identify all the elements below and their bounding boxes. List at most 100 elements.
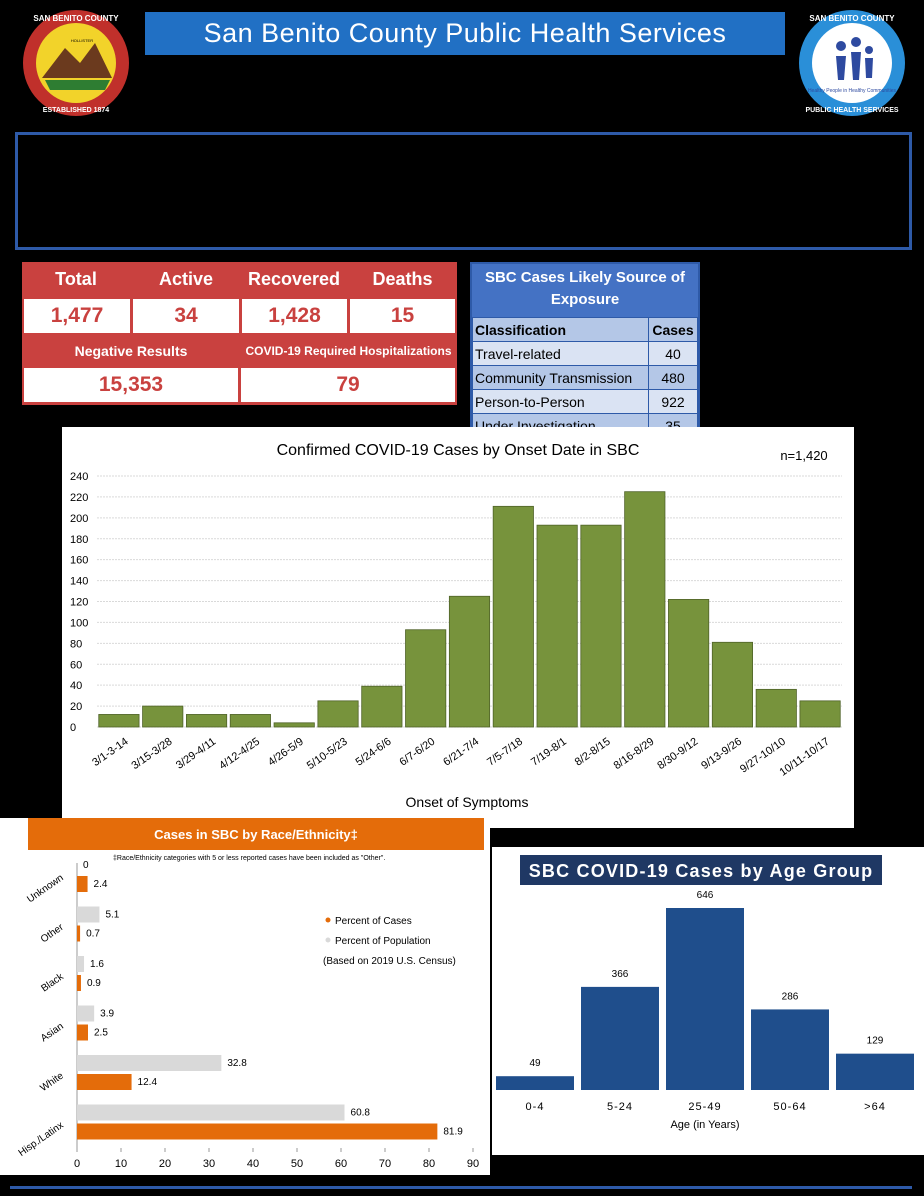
value-label: 286 xyxy=(782,991,799,1002)
legend-note: (Based on 2019 U.S. Census) xyxy=(323,956,456,967)
bar xyxy=(77,1104,345,1121)
title-bar xyxy=(520,855,882,885)
x-tick-label: 4/12-4/25 xyxy=(217,736,262,772)
bar xyxy=(668,599,710,728)
value-label: 0.9 xyxy=(87,978,101,989)
x-tick-label: 5-24 xyxy=(607,1101,633,1113)
x-tick-label: 0 xyxy=(74,1158,80,1170)
x-tick-label: 10/11-10/17 xyxy=(777,736,831,779)
y-tick-label: 160 xyxy=(70,555,88,567)
y-tick-label: 100 xyxy=(70,617,88,629)
exposure-table: SBC Cases Likely Source of Exposure Clas… xyxy=(470,262,700,438)
value-label: 1.6 xyxy=(90,959,104,970)
stat-value: 1,428 xyxy=(242,299,347,333)
chart-title: Cases in SBC by Race/Ethnicity‡ xyxy=(154,827,358,842)
logo-text: SAN BENITO COUNTY xyxy=(33,14,119,23)
x-tick-label: 60 xyxy=(335,1158,347,1170)
bar xyxy=(496,1076,574,1090)
x-tick-label: 50 xyxy=(291,1158,303,1170)
y-tick-label: 220 xyxy=(70,492,88,504)
x-tick-label: >64 xyxy=(864,1101,886,1113)
stat-header: COVID-19 Required Hospitalizations xyxy=(245,344,452,358)
bar xyxy=(711,641,753,728)
stat-header: Recovered xyxy=(247,269,341,289)
y-tick-label: 180 xyxy=(70,534,88,546)
x-tick-label: 50-64 xyxy=(773,1101,806,1113)
x-tick-label: 8/2-8/15 xyxy=(573,736,613,769)
bar xyxy=(317,700,359,728)
value-label: 2.4 xyxy=(94,879,108,890)
x-tick-label: 7/5-7/18 xyxy=(485,736,525,769)
x-tick-label: 8/16-8/29 xyxy=(612,736,657,772)
bar xyxy=(666,908,744,1090)
bar xyxy=(77,1024,88,1041)
chart-title: SBC COVID-19 Cases by Age Group xyxy=(529,861,874,881)
stat-header: Total xyxy=(55,269,97,289)
y-tick-label: Unknown xyxy=(25,872,65,905)
column-header: Cases xyxy=(648,317,698,342)
x-tick-label: 40 xyxy=(247,1158,259,1170)
bar xyxy=(536,524,578,728)
column-header: Classification xyxy=(472,317,649,342)
bar xyxy=(229,714,271,728)
value-label: 2.5 xyxy=(94,1028,108,1039)
logo-text: PUBLIC HEALTH SERVICES xyxy=(805,107,898,114)
value-label: 366 xyxy=(612,969,629,980)
table-title: SBC Cases Likely Source of Exposure xyxy=(472,264,698,317)
stat-header: Negative Results xyxy=(74,343,188,359)
stat-value: 34 xyxy=(133,299,239,333)
logo-text: Healthy People in Healthy Communities xyxy=(808,88,897,94)
stat-value: 79 xyxy=(241,368,455,402)
x-tick-label: 3/1-3-14 xyxy=(90,736,130,769)
bar xyxy=(751,1009,829,1090)
title-bar xyxy=(28,818,484,850)
logo-text: HOLLISTER xyxy=(71,38,93,43)
notice-box xyxy=(15,132,912,250)
x-tick-label: 6/21-7/4 xyxy=(441,736,481,769)
bar xyxy=(77,1005,95,1022)
bar xyxy=(755,688,797,728)
y-tick-label: Other xyxy=(39,922,66,946)
x-tick-label: 70 xyxy=(379,1158,391,1170)
value-label: 5.1 xyxy=(105,910,119,921)
value-label: 12.4 xyxy=(138,1077,158,1088)
bar xyxy=(581,986,659,1090)
bar xyxy=(405,629,447,728)
x-tick-label: 7/19-8/1 xyxy=(529,736,569,769)
value-label: 0 xyxy=(83,860,89,871)
stat-header: Active xyxy=(158,269,214,289)
cell: 480 xyxy=(648,365,698,390)
x-tick-label: 5/24-6/6 xyxy=(354,736,394,769)
value-label: 49 xyxy=(529,1058,541,1069)
y-tick-label: 240 xyxy=(70,471,88,483)
bar xyxy=(492,505,534,728)
x-tick-label: 20 xyxy=(159,1158,171,1170)
footer-rule xyxy=(10,1186,912,1189)
bar xyxy=(98,714,140,728)
header-title: San Benito County Public Health Services xyxy=(145,12,785,55)
chart-title: Confirmed COVID-19 Cases by Onset Date i… xyxy=(277,442,640,459)
y-tick-label: 60 xyxy=(70,659,82,671)
value-label: 81.9 xyxy=(443,1127,463,1138)
cell: Community Transmission xyxy=(472,365,649,390)
annotation: n=1,420 xyxy=(780,448,827,463)
bar xyxy=(77,1123,438,1140)
stats-table: Total Active Recovered Deaths 1,477 34 1… xyxy=(22,262,457,405)
stat-value: 1,477 xyxy=(24,299,130,333)
bar xyxy=(77,1074,132,1090)
health-logo: SAN BENITO COUNTY PUBLIC HEALTH SERVICES… xyxy=(799,10,905,116)
x-tick-label: 8/30-9/12 xyxy=(655,736,700,772)
value-label: 646 xyxy=(697,890,714,901)
bar xyxy=(836,1053,914,1090)
x-tick-label: 0-4 xyxy=(526,1101,545,1113)
stat-value: 15 xyxy=(350,299,455,333)
y-tick-label: Black xyxy=(39,971,66,995)
x-tick-label: 10 xyxy=(115,1158,127,1170)
bar xyxy=(77,975,81,991)
value-label: 129 xyxy=(867,1036,884,1047)
race-chart: Cases in SBC by Race/Ethnicity‡ ‡Race/Eth… xyxy=(0,818,490,1175)
logo-text: ESTABLISHED 1874 xyxy=(43,107,109,114)
x-tick-label: 80 xyxy=(423,1158,435,1170)
cell: 40 xyxy=(648,341,698,366)
legend-swatch xyxy=(325,937,331,943)
